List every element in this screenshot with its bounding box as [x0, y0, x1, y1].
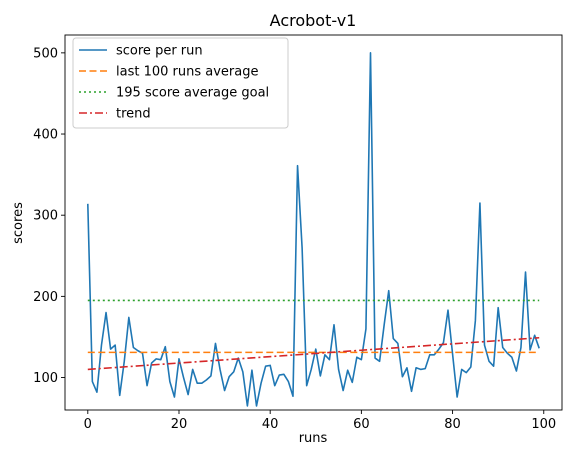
x-tick-label: 80 [444, 417, 461, 432]
legend-label-1: last 100 runs average [116, 65, 258, 80]
y-axis-label: scores [11, 202, 26, 244]
x-axis: 0 20 40 60 80 100 [84, 410, 556, 432]
plot-frame [64, 34, 563, 411]
chart-title: Acrobot-v1 [270, 11, 357, 30]
x-axis-label: runs [299, 431, 328, 446]
y-axis: 100 200 300 400 500 [33, 46, 65, 386]
x-tick-label: 0 [84, 417, 92, 432]
legend: score per run last 100 runs average 195 sc… [72, 37, 289, 129]
series-line-0 [87, 52, 540, 407]
y-tick-label: 500 [33, 46, 58, 61]
legend-box [72, 37, 289, 129]
legend-label-2: 195 score average goal [116, 86, 269, 101]
legend-label-0: score per run [116, 44, 203, 59]
legend-label-3: trend [116, 107, 151, 122]
x-tick-label: 40 [262, 417, 279, 432]
x-tick-label: 20 [171, 417, 188, 432]
y-tick-label: 200 [33, 290, 58, 305]
y-tick-label: 300 [33, 209, 58, 224]
plot-area [64, 34, 563, 411]
x-tick-label: 60 [353, 417, 370, 432]
series-line-3 [87, 336, 540, 371]
x-tick-label: 100 [531, 417, 556, 432]
y-tick-label: 100 [33, 371, 58, 386]
y-tick-label: 400 [33, 128, 58, 143]
